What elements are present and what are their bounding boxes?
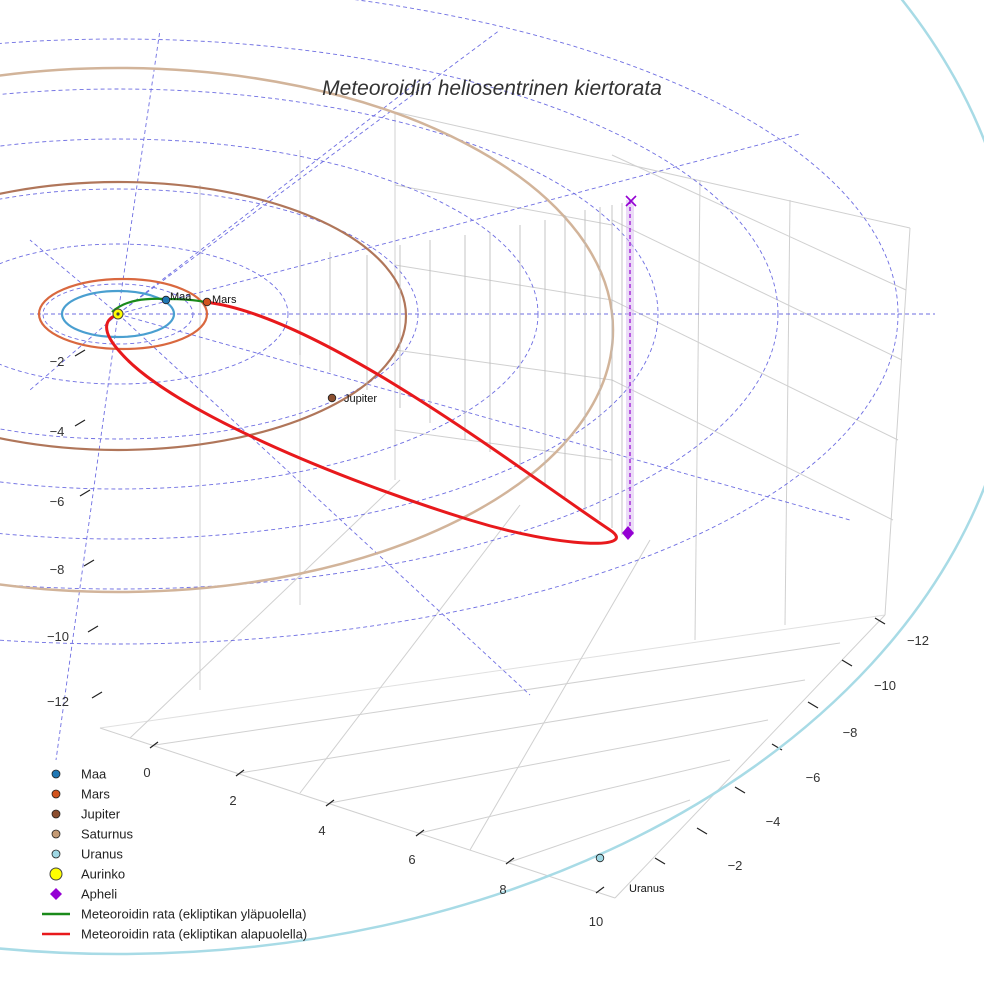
legend-circle-icon [51, 789, 61, 799]
legend-label: Uranus [81, 847, 123, 862]
x-tick-label: 6 [408, 852, 415, 867]
legend-circle-icon [51, 809, 61, 819]
legend-label: Saturnus [81, 827, 134, 842]
planet-mars-label: Mars [212, 294, 237, 306]
saturnus-orbit [0, 66, 615, 594]
legend-label: Apheli [81, 887, 117, 902]
planet-orbits [0, 0, 984, 956]
maa-orbit [60, 289, 176, 339]
z-tick-label: −2 [50, 354, 65, 369]
legend-label: Jupiter [81, 807, 121, 822]
planet-maa-label: Maa [170, 291, 192, 303]
x-tick-label: 4 [318, 823, 325, 838]
chart-title: Meteoroidin heliosentrinen kiertorata [322, 77, 662, 100]
planet-jupiter-label: Jupiter [344, 393, 377, 405]
markers: Maa Mars Jupiter Uranus [112, 291, 665, 895]
uranus-orbit [0, 0, 984, 956]
legend-circle-icon [51, 849, 61, 859]
legend-label: Mars [81, 787, 110, 802]
legend-label: Meteoroidin rata (ekliptikan alapuolella… [81, 927, 307, 942]
y-tick-label: −8 [843, 725, 858, 740]
y-tick-label: −6 [806, 770, 821, 785]
legend-diamond-icon [50, 888, 62, 900]
z-tick-label: −10 [47, 629, 69, 644]
aphelion-marker [622, 526, 634, 540]
z-tick-label: −4 [50, 424, 65, 439]
meteoroid-orbit [105, 297, 618, 545]
planet-jupiter-marker [327, 393, 337, 403]
planet-uranus-label: Uranus [629, 883, 665, 895]
z-tick-label: −12 [47, 694, 69, 709]
legend-item: Mars [51, 787, 110, 802]
legend-item: Meteoroidin rata (ekliptikan alapuolella… [42, 927, 307, 942]
x-tick-label: 0 [143, 765, 150, 780]
legend-label: Meteoroidin rata (ekliptikan yläpuolella… [81, 907, 306, 922]
legend-item: Jupiter [51, 807, 121, 822]
legend-item: Meteoroidin rata (ekliptikan yläpuolella… [42, 907, 306, 922]
planet-mars-marker [202, 297, 212, 307]
legend-item: Uranus [51, 847, 123, 862]
sun-center-icon [116, 312, 120, 316]
mars-orbit [37, 277, 209, 351]
z-tick-label: −8 [50, 562, 65, 577]
legend-item: Saturnus [51, 827, 134, 842]
legend-item: Apheli [50, 887, 117, 902]
y-tick-label: −10 [874, 678, 896, 693]
legend-label: Aurinko [81, 867, 125, 882]
y-tick-label: −4 [766, 814, 781, 829]
axis-grid [99, 111, 911, 899]
legend: Maa Mars Jupiter Saturnus Uranus Aurinko Aphel… [42, 767, 307, 942]
z-tick-label: −6 [50, 494, 65, 509]
ecliptic-grid [0, 0, 935, 761]
aphelion-marker-line [625, 195, 637, 535]
x-tick-label: 10 [589, 914, 603, 929]
legend-sun-icon [49, 867, 63, 881]
legend-circle-icon [51, 829, 61, 839]
legend-label: Maa [81, 767, 107, 782]
jupiter-orbit [0, 180, 408, 452]
legend-item: Maa [51, 767, 107, 782]
tick-labels: 0 2 4 6 8 10 −12 −10 −8 −6 −4 −2 −2 −4 −6 −8 −10 −12 [47, 354, 929, 929]
legend-item: Aurinko [49, 867, 125, 882]
aphelion-cross-icon [625, 195, 637, 207]
y-tick-label: −2 [728, 858, 743, 873]
drop-lines [299, 203, 623, 535]
planet-maa-marker [161, 295, 171, 305]
y-tick-label: −12 [907, 633, 929, 648]
legend-circle-icon [51, 769, 61, 779]
meteoroid-orbit-below [105, 300, 618, 545]
x-tick-label: 2 [229, 793, 236, 808]
axis-tick-marks [74, 349, 886, 894]
planet-uranus-marker [595, 853, 605, 863]
x-tick-label: 8 [499, 882, 506, 897]
